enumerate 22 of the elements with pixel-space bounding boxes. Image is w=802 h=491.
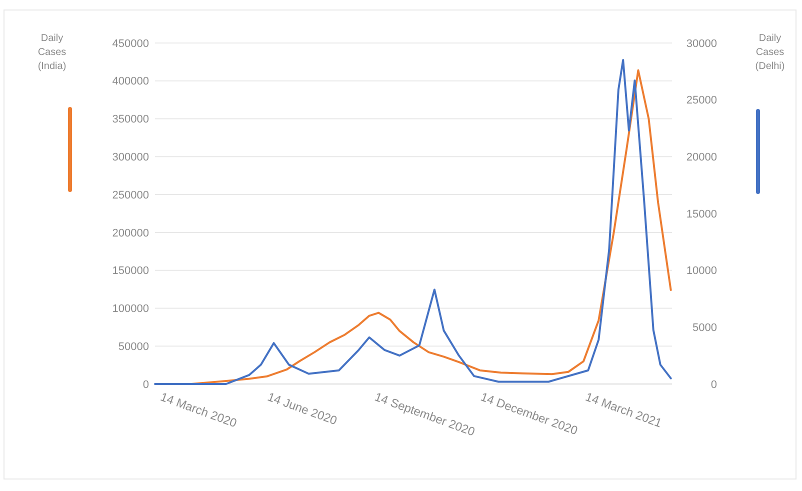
y2-tick-label: 20000 xyxy=(686,152,717,164)
y-tick-label: 50000 xyxy=(118,340,149,353)
y-tick-label: 250000 xyxy=(112,189,149,202)
y2-tick-label: 25000 xyxy=(686,94,717,107)
y2-tick-label: 0 xyxy=(710,378,717,391)
y-tick-label: 400000 xyxy=(112,76,149,88)
y2-axis-title: Daily Cases (Delhi) xyxy=(755,33,785,72)
x-tick-label: 14 March 2021 xyxy=(584,390,664,430)
y-tick-label: 200000 xyxy=(112,227,149,240)
y2-tick-label: 15000 xyxy=(686,208,717,220)
y2-tick-label: 10000 xyxy=(686,265,717,278)
y-tick-label: 300000 xyxy=(112,152,149,164)
y-tick-label: 100000 xyxy=(112,303,149,316)
y2-tick-label: 5000 xyxy=(692,322,717,334)
x-tick-label: 14 June 2020 xyxy=(266,390,340,428)
y-tick-label: 450000 xyxy=(112,38,149,50)
y2-tick-label: 30000 xyxy=(686,38,717,50)
y-tick-label: 0 xyxy=(142,378,149,391)
y-axis-title: Daily Cases (India) xyxy=(38,33,66,72)
y-tick-label: 350000 xyxy=(112,114,149,126)
x-tick-label: 14 March 2020 xyxy=(158,390,239,430)
y-tick-label: 150000 xyxy=(112,265,149,278)
